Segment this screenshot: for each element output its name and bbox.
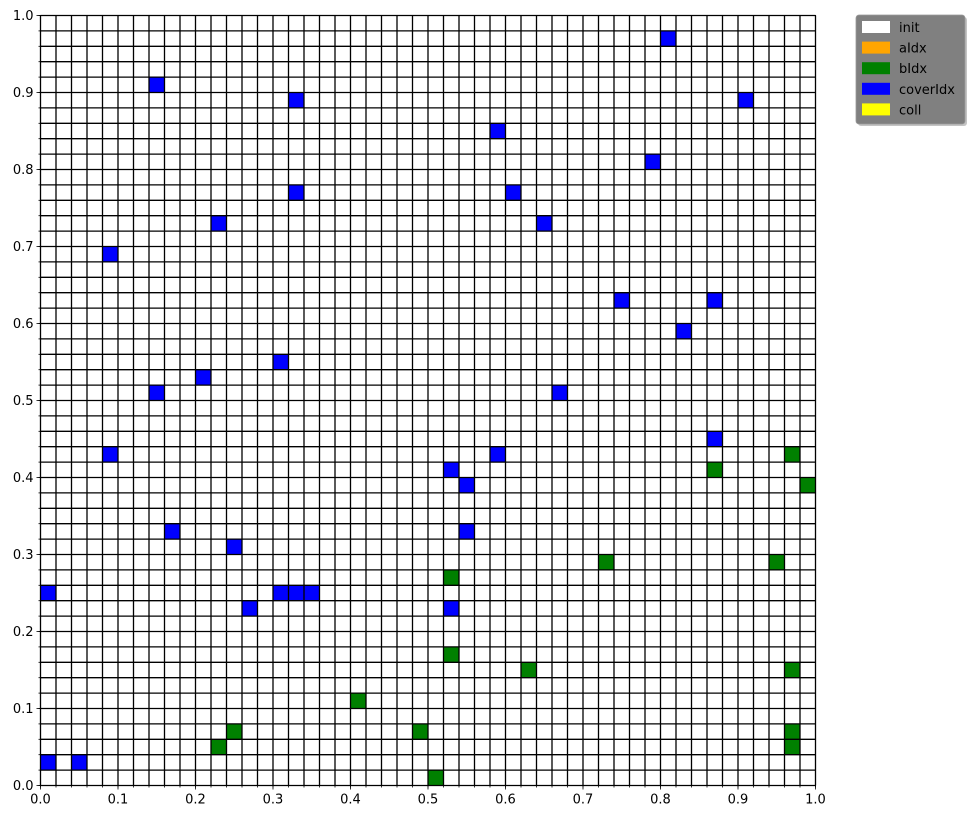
cell-coveridx <box>490 123 506 139</box>
cell-coveridx <box>149 385 165 401</box>
y-tick-label: 0.3 <box>13 548 34 563</box>
cell-coveridx <box>645 154 661 170</box>
y-tick-label: 0.6 <box>13 317 34 332</box>
cell-bidx <box>521 662 537 678</box>
x-tick-label: 0.3 <box>263 793 284 808</box>
cell-coveridx <box>211 215 227 232</box>
cell-coveridx <box>552 385 568 401</box>
cell-bidx <box>769 554 785 570</box>
legend-swatch <box>862 21 890 33</box>
legend-label: coll <box>899 103 921 118</box>
cell-coveridx <box>614 292 630 309</box>
y-tick-label: 0.7 <box>13 240 34 255</box>
cell-bidx <box>211 739 227 755</box>
legend-swatch <box>862 103 890 116</box>
y-tick-label: 0.9 <box>13 86 34 101</box>
x-tick-label: 0.1 <box>108 793 129 808</box>
x-tick-label: 0.7 <box>573 793 594 808</box>
cell-bidx <box>707 462 723 478</box>
cell-bidx <box>800 477 816 493</box>
cell-bidx <box>443 646 459 663</box>
cell-coveridx <box>443 600 459 617</box>
cell-coveridx <box>707 292 723 309</box>
cell-coveridx <box>164 523 180 540</box>
cell-coveridx <box>443 462 459 478</box>
cell-bidx <box>412 723 428 740</box>
cell-bidx <box>784 723 800 740</box>
cell-coveridx <box>40 585 56 601</box>
cell-bidx <box>428 770 444 786</box>
cell-coveridx <box>273 354 289 370</box>
legend-label: bIdx <box>899 62 927 77</box>
cell-bidx <box>598 554 614 570</box>
legend-swatch <box>862 41 890 54</box>
cell-coveridx <box>490 446 506 463</box>
cell-coveridx <box>226 539 242 555</box>
x-tick-label: 0.4 <box>340 793 361 808</box>
cell-coveridx <box>40 754 56 771</box>
cell-coveridx <box>149 77 165 93</box>
cell-coveridx <box>304 585 320 601</box>
legend-swatch <box>862 82 890 95</box>
axes-layer: 0.0 0.1 0.2 0.3 0.4 0.5 0.6 0.7 0.8 0.9 1.0 0.0 0.1 0… <box>13 9 826 808</box>
cell-bidx <box>784 739 800 755</box>
cell-coveridx <box>288 585 304 601</box>
legend-label: coverIdx <box>899 83 955 98</box>
legend: init aIdx bIdx coverIdx coll <box>855 14 967 126</box>
x-tick-label: 0.8 <box>650 793 671 808</box>
cell-coveridx <box>459 477 475 493</box>
cell-coveridx <box>536 215 552 232</box>
cell-bidx <box>443 569 459 586</box>
cell-coveridx <box>102 446 118 463</box>
grid-layer <box>39 14 817 787</box>
x-tick-label: 0.5 <box>418 793 439 808</box>
cell-coveridx <box>242 600 258 617</box>
y-tick-label: 1.0 <box>13 9 34 24</box>
x-tick-label: 0.6 <box>495 793 516 808</box>
cell-coveridx <box>707 431 723 447</box>
x-tick-label: 0.2 <box>185 793 206 808</box>
cell-bidx <box>784 446 800 463</box>
cell-coveridx <box>505 184 521 201</box>
cell-coveridx <box>676 323 692 339</box>
x-tick-label: 0.0 <box>30 793 51 808</box>
cell-coveridx <box>273 585 289 601</box>
cell-coveridx <box>195 369 211 386</box>
y-tick-label: 0.5 <box>13 394 34 409</box>
cell-coveridx <box>71 754 87 771</box>
cell-coveridx <box>288 92 304 108</box>
cell-coveridx <box>459 523 475 540</box>
x-tick-label: 0.9 <box>728 793 749 808</box>
legend-swatch <box>862 62 890 75</box>
y-tick-label: 0.4 <box>13 471 34 486</box>
legend-label: aIdx <box>899 42 927 57</box>
cell-bidx <box>350 693 366 709</box>
legend-label: init <box>899 21 920 36</box>
cell-coveridx <box>660 30 676 47</box>
y-tick-label: 0.8 <box>13 163 34 178</box>
x-tick-label: 1.0 <box>805 793 826 808</box>
cell-bidx <box>784 662 800 678</box>
cells-layer <box>40 30 816 786</box>
y-tick-label: 0.0 <box>13 779 34 794</box>
cell-coveridx <box>102 246 118 262</box>
cell-bidx <box>226 723 242 740</box>
y-tick-label: 0.2 <box>13 625 34 640</box>
cell-coveridx <box>738 92 754 108</box>
y-tick-label: 0.1 <box>13 702 34 717</box>
cell-coveridx <box>288 184 304 201</box>
